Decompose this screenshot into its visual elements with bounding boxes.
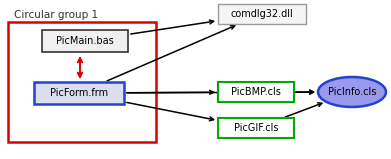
Text: PicBMP.cls: PicBMP.cls: [231, 87, 281, 97]
Bar: [218, 118, 294, 138]
Text: PicMain.bas: PicMain.bas: [56, 36, 114, 46]
Bar: [42, 30, 128, 52]
Text: Circular group 1: Circular group 1: [14, 10, 98, 20]
Bar: [218, 4, 306, 24]
Text: comdlg32.dll: comdlg32.dll: [231, 9, 293, 19]
Bar: [34, 82, 124, 104]
Bar: [8, 22, 156, 142]
Ellipse shape: [318, 77, 386, 107]
Text: PicInfo.cls: PicInfo.cls: [328, 87, 376, 97]
Bar: [218, 82, 294, 102]
Text: PicForm.frm: PicForm.frm: [50, 88, 108, 98]
Text: PicGIF.cls: PicGIF.cls: [234, 123, 278, 133]
